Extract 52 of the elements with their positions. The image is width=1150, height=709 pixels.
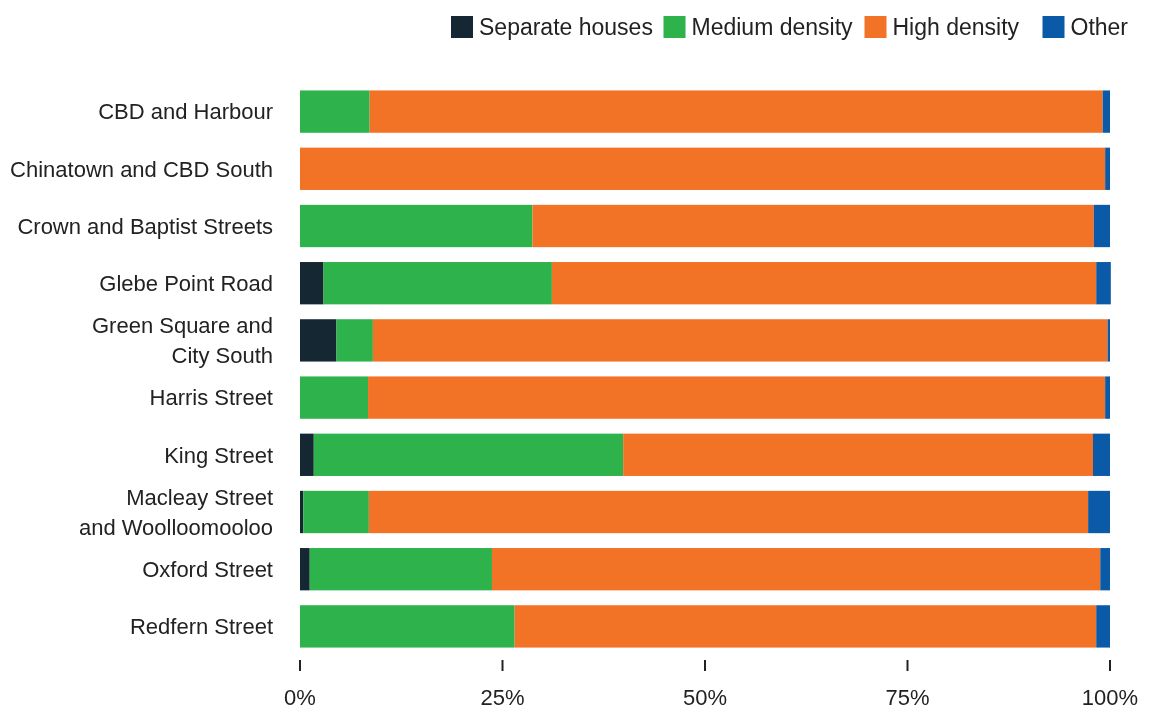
bar	[300, 204, 533, 248]
bar	[372, 319, 1108, 362]
bar	[1088, 490, 1110, 534]
x-tick-label: 100%	[1081, 684, 1139, 709]
bar	[300, 605, 515, 648]
legend-label: Medium density	[691, 14, 854, 41]
y-tick-label: Glebe Point Road	[99, 270, 273, 296]
y-tick-label: Redfern Street	[129, 614, 273, 640]
y-tick-label: Green Square and City South	[91, 313, 273, 369]
bar	[1093, 204, 1110, 248]
bar	[300, 262, 324, 305]
bar	[313, 433, 624, 476]
bar	[300, 548, 310, 591]
x-tick-label: 50%	[682, 684, 728, 709]
bar	[532, 204, 1094, 248]
bar	[1102, 90, 1110, 133]
bar	[300, 376, 369, 419]
x-tick-label: 75%	[885, 684, 930, 709]
y-tick-label: Crown and Baptist Streets	[17, 213, 273, 239]
bar	[551, 262, 1097, 305]
bar	[369, 90, 1103, 133]
legend-label: Other	[1070, 14, 1129, 41]
x-tick-label: 0%	[284, 684, 316, 709]
bar	[491, 548, 1101, 591]
bar	[1105, 376, 1110, 419]
bar	[303, 490, 369, 534]
x-tick-label: 25%	[480, 684, 525, 709]
legend-label: Separate houses	[479, 14, 653, 41]
y-tick-label: Oxford Street	[142, 556, 273, 582]
bar	[1096, 262, 1111, 305]
y-tick-label: Macleay Street and Woolloomooloo	[78, 484, 273, 540]
bar	[1105, 147, 1110, 190]
bar	[1096, 605, 1110, 648]
bar	[623, 433, 1093, 476]
y-tick-label: Harris Street	[149, 385, 273, 411]
bar	[1092, 433, 1110, 476]
y-tick-label: King Street	[164, 442, 273, 468]
bar	[300, 490, 304, 534]
bar	[323, 262, 552, 305]
bar	[309, 548, 492, 591]
legend-label: High density	[892, 14, 1020, 41]
bar	[514, 605, 1097, 648]
y-tick-label: CBD and Harbour	[98, 99, 273, 125]
bar	[300, 90, 370, 133]
bar	[300, 433, 314, 476]
bar	[300, 147, 1106, 190]
y-tick-label: Chinatown and CBD South	[10, 156, 273, 182]
bar	[336, 319, 373, 362]
bar	[368, 376, 1106, 419]
bar	[1100, 548, 1110, 591]
bar	[300, 319, 337, 362]
bar	[368, 490, 1089, 534]
